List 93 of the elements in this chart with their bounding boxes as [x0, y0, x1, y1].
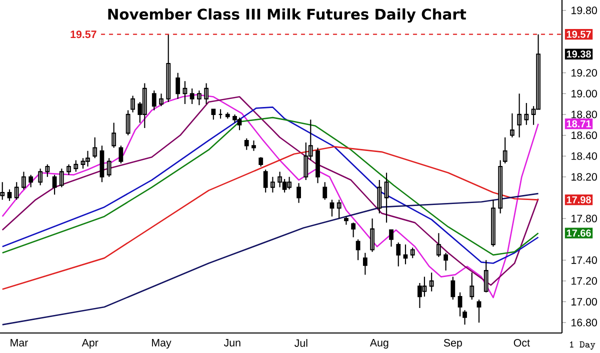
x-tick-label: Aug	[370, 339, 388, 349]
candlestick	[52, 174, 57, 196]
candlestick	[429, 272, 434, 292]
candlestick	[476, 299, 482, 324]
candlestick	[152, 90, 156, 111]
candlestick	[92, 136, 98, 159]
candlestick	[197, 90, 202, 106]
candlestick	[38, 168, 43, 186]
line-series	[2, 192, 539, 326]
candlestick	[502, 136, 508, 164]
annotation: 17.98	[566, 196, 591, 204]
y-tick-label: 17.80	[572, 214, 597, 222]
candlestick	[316, 147, 320, 184]
y-tick-label: 16.80	[572, 318, 597, 326]
candlestick	[14, 182, 19, 200]
candlestick	[252, 140, 256, 152]
x-tick-label: Mar	[10, 339, 28, 346]
y-tick-label: 18.40	[572, 152, 597, 160]
candlestick	[444, 252, 448, 272]
candlestick	[0, 182, 5, 200]
candlestick	[45, 164, 50, 178]
candlestick	[470, 272, 474, 300]
x-tick-label: May	[152, 339, 172, 349]
candlestick	[403, 244, 408, 265]
y-tick-label: 18.60	[572, 132, 597, 140]
annotation: 17.66	[566, 230, 591, 237]
candlestick	[258, 156, 264, 168]
line-series	[2, 146, 539, 290]
y-tick-label: 18.20	[572, 173, 597, 181]
candlestick	[106, 158, 112, 178]
candlestick	[344, 216, 348, 226]
candlestick	[211, 108, 216, 120]
y-tick-label: 17.40	[572, 256, 597, 264]
candlestick	[59, 168, 64, 188]
candlestick	[389, 229, 394, 248]
x-tick-label: Sep	[444, 339, 462, 349]
candlestick	[22, 171, 26, 190]
candlestick	[182, 80, 188, 105]
x-tick-label: Oct	[514, 339, 530, 347]
x-tick-label: Jul	[294, 339, 308, 347]
candlestick	[126, 110, 130, 136]
y-tick-label: 19.20	[572, 69, 597, 77]
candlestick	[74, 160, 78, 172]
candlestick	[370, 218, 374, 252]
candlestick	[330, 199, 334, 217]
candlestick	[112, 122, 116, 148]
ref-line-label: 19.57	[70, 30, 96, 38]
candlestick	[356, 238, 360, 261]
candlestick	[362, 252, 368, 276]
candlestick	[377, 179, 382, 214]
candlestick	[436, 232, 441, 258]
candlestick	[28, 174, 34, 188]
y-tick-label: 17.20	[572, 277, 597, 285]
candlestick	[410, 247, 415, 259]
annotation: 19.38	[566, 50, 591, 58]
y-tick-label: 19.80	[572, 6, 597, 14]
candlestick	[66, 164, 71, 176]
candlestick	[7, 188, 12, 202]
candlestick	[190, 88, 194, 105]
candlestick	[176, 72, 180, 100]
candlestick	[166, 34, 171, 103]
x-tick-label: Apr	[82, 339, 98, 349]
annotation: 18.71	[566, 120, 592, 128]
candlestick	[484, 260, 488, 293]
candlestick	[462, 310, 467, 326]
text: 19.57	[566, 30, 591, 38]
candlestick	[130, 95, 135, 113]
candlestick	[244, 138, 249, 150]
candlestick	[458, 292, 462, 317]
candlestick	[322, 182, 328, 200]
candlestick	[296, 182, 301, 204]
candlestick	[263, 169, 268, 194]
candlestick	[225, 112, 230, 120]
candlestick	[524, 102, 529, 126]
candlestick	[159, 93, 164, 107]
candlestick	[517, 93, 522, 138]
candlestick	[336, 199, 342, 220]
candlestick	[270, 176, 275, 194]
y-tick-label: 17.00	[572, 298, 597, 306]
y-tick-label: 19.00	[572, 90, 597, 98]
candlestick	[204, 82, 208, 105]
x-tick-label: Jun	[224, 339, 240, 346]
candlestick	[351, 222, 356, 238]
candlestick	[510, 112, 514, 138]
candlestick	[498, 160, 503, 214]
text: November Class III Milk Futures Daily Chart	[108, 8, 466, 23]
candlestick	[491, 199, 496, 248]
text: 1 Day	[570, 341, 596, 350]
y-tick-label: 18.80	[572, 110, 597, 118]
candlestick	[218, 108, 223, 120]
candlestick	[384, 172, 389, 224]
candlestick	[450, 276, 456, 300]
candlestick	[396, 242, 401, 267]
